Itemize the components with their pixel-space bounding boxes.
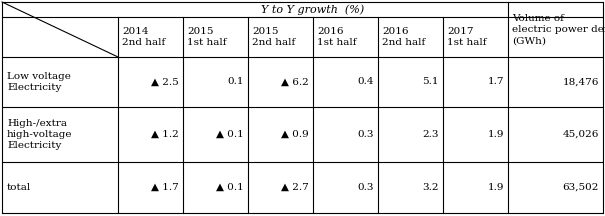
Text: ▲ 0.9: ▲ 0.9	[281, 130, 309, 139]
Text: 1.9: 1.9	[488, 183, 504, 192]
Text: 18,476: 18,476	[563, 78, 599, 86]
Text: 1.9: 1.9	[488, 130, 504, 139]
Text: 45,026: 45,026	[563, 130, 599, 139]
Text: ▲ 1.2: ▲ 1.2	[151, 130, 179, 139]
Text: ▲ 0.1: ▲ 0.1	[216, 183, 244, 192]
Text: 0.3: 0.3	[358, 183, 374, 192]
Text: 2017
1st half: 2017 1st half	[447, 27, 486, 47]
Text: 2016
1st half: 2016 1st half	[317, 27, 356, 47]
Text: 2.3: 2.3	[422, 130, 439, 139]
Text: ▲ 6.2: ▲ 6.2	[281, 78, 309, 86]
Text: Low voltage
Electricity: Low voltage Electricity	[7, 72, 71, 92]
Text: 1.7: 1.7	[488, 78, 504, 86]
Text: 2015
2nd half: 2015 2nd half	[252, 27, 295, 47]
Text: Y to Y growth  (%): Y to Y growth (%)	[261, 4, 365, 15]
Text: 2015
1st half: 2015 1st half	[187, 27, 226, 47]
Text: 0.3: 0.3	[358, 130, 374, 139]
Text: 63,502: 63,502	[563, 183, 599, 192]
Text: 2016
2nd half: 2016 2nd half	[382, 27, 425, 47]
Text: total: total	[7, 183, 31, 192]
Text: 3.2: 3.2	[422, 183, 439, 192]
Text: High-/extra
high-voltage
Electricity: High-/extra high-voltage Electricity	[7, 119, 73, 150]
Text: 0.1: 0.1	[227, 78, 244, 86]
Text: Volume of
electric power demand
(GWh): Volume of electric power demand (GWh)	[512, 14, 605, 45]
Text: ▲ 2.5: ▲ 2.5	[151, 78, 179, 86]
Text: 2014
2nd half: 2014 2nd half	[122, 27, 165, 47]
Text: ▲ 2.7: ▲ 2.7	[281, 183, 309, 192]
Text: ▲ 0.1: ▲ 0.1	[216, 130, 244, 139]
Text: 5.1: 5.1	[422, 78, 439, 86]
Text: ▲ 1.7: ▲ 1.7	[151, 183, 179, 192]
Text: 0.4: 0.4	[358, 78, 374, 86]
